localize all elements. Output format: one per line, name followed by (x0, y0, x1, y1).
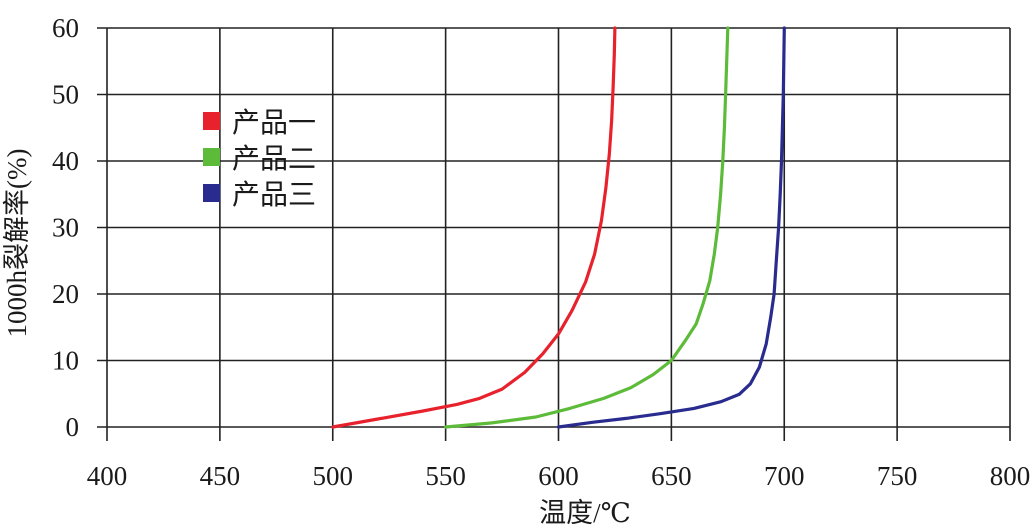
y-tick-label: 30 (52, 213, 79, 243)
series-line-3 (556, 26, 786, 429)
legend-swatch-2 (203, 148, 220, 166)
series-line-1 (331, 26, 617, 429)
x-tick-label: 750 (877, 461, 918, 491)
series-line-2 (444, 26, 730, 429)
x-tick-label: 450 (200, 461, 241, 491)
x-axis-label: 温度/℃ (539, 498, 631, 528)
y-tick-label: 60 (52, 13, 79, 43)
y-tick-label: 0 (66, 412, 80, 442)
legend-swatch-1 (203, 112, 220, 130)
y-tick-label: 20 (52, 279, 79, 309)
x-tick-label: 500 (313, 461, 354, 491)
x-tick-label: 650 (651, 461, 692, 491)
legend-swatch-3 (203, 184, 220, 202)
series-lines (331, 26, 786, 429)
legend-label-1: 产品一 (232, 107, 316, 139)
legend-label-3: 产品三 (232, 179, 316, 211)
y-axis-label: 1000h裂解率(%) (2, 149, 32, 338)
gridlines (97, 27, 1011, 441)
x-tick-label: 800 (990, 461, 1031, 491)
y-tick-labels: 0 10 20 30 40 50 60 (52, 13, 79, 442)
y-tick-label: 50 (52, 80, 79, 110)
x-tick-labels: 400 450 500 550 600 650 700 750 800 (87, 461, 1031, 491)
y-tick-label: 40 (52, 146, 79, 176)
legend-label-2: 产品二 (232, 143, 316, 175)
y-tick-label: 10 (52, 346, 79, 376)
x-tick-label: 600 (538, 461, 579, 491)
x-tick-label: 550 (425, 461, 466, 491)
x-tick-label: 700 (764, 461, 805, 491)
x-tick-label: 400 (87, 461, 128, 491)
